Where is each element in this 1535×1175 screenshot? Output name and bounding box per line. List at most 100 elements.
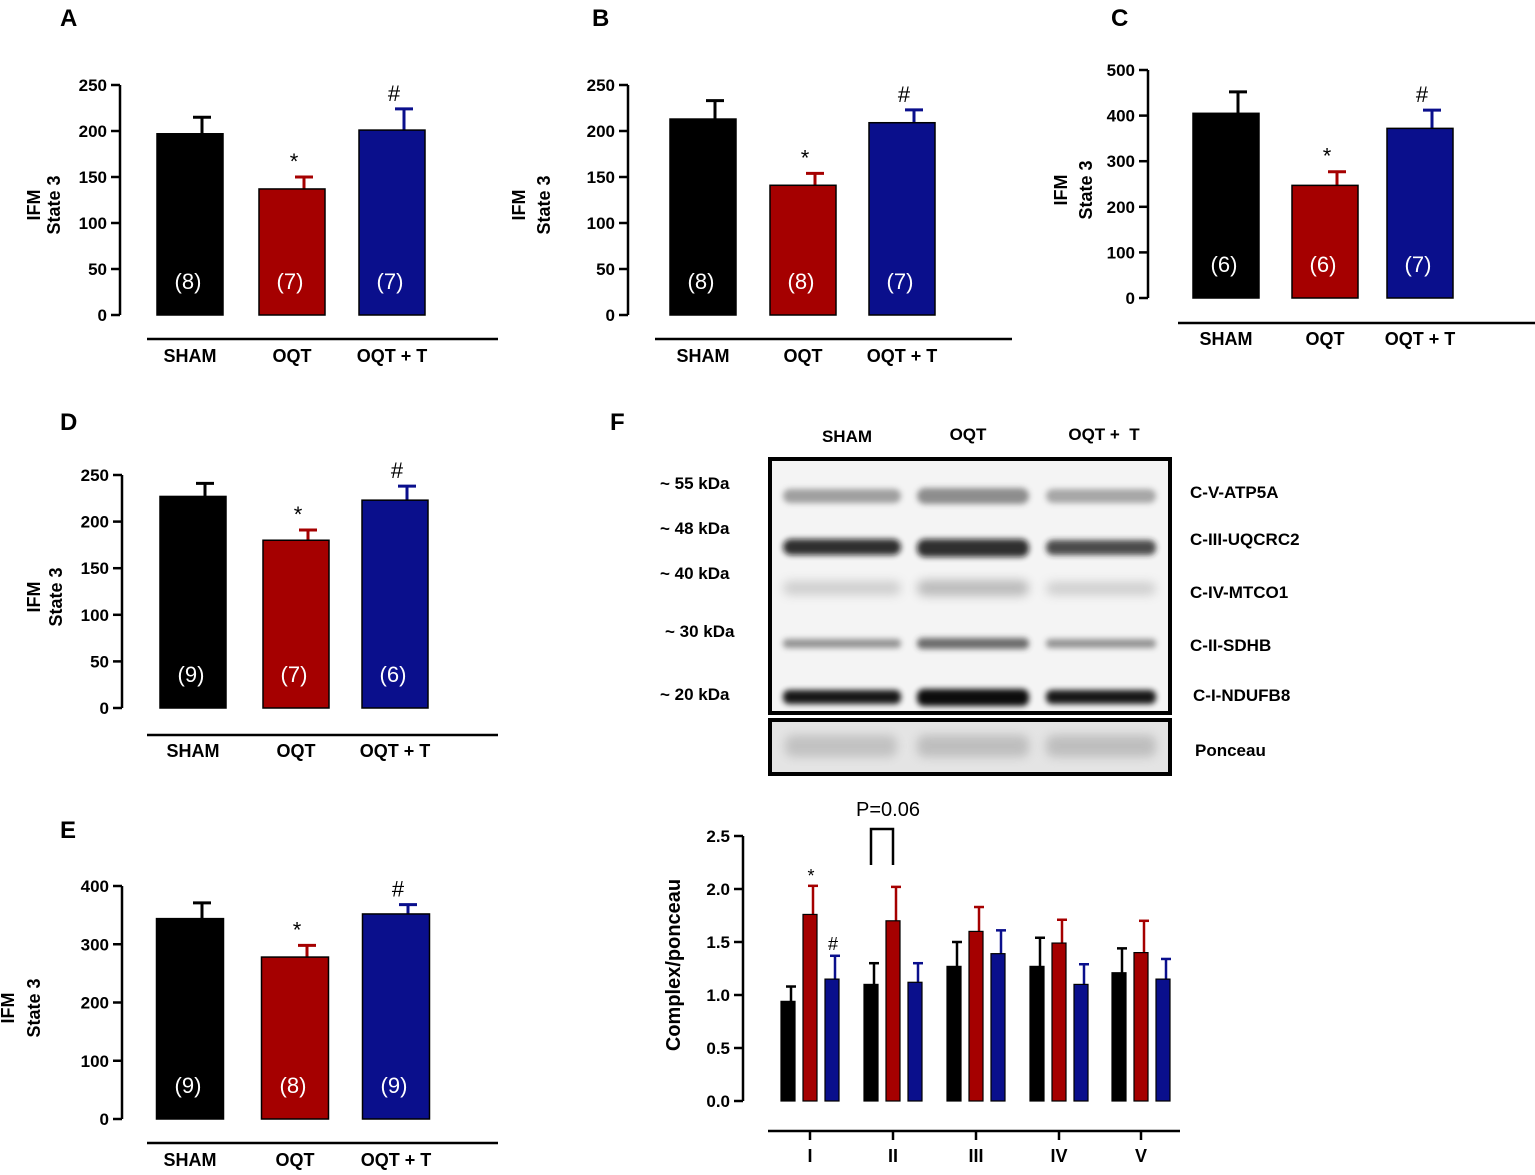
- panel-c-chart: 0 100 200 300 400 500 IFM State 3 (6) SHAM (6) * OQT…: [1051, 61, 1535, 349]
- bar: [155, 917, 225, 1120]
- y-tick-label: 250: [79, 76, 107, 95]
- category-label: IV: [1050, 1146, 1067, 1166]
- bar-n-label: (8): [688, 269, 715, 294]
- category-label: OQT: [277, 741, 316, 761]
- category-label: OQT + T: [361, 1150, 432, 1170]
- bar: [258, 188, 326, 316]
- y-tick-label: 50: [88, 260, 107, 279]
- bar: [156, 133, 224, 316]
- blot-band: [1046, 582, 1156, 595]
- bar: [159, 495, 227, 709]
- y-tick-label: 50: [90, 652, 109, 671]
- y-tick-label: 0: [1126, 289, 1135, 308]
- blot-band: [917, 539, 1029, 557]
- y-tick-label: 200: [79, 122, 107, 141]
- y-tick-label: 150: [79, 168, 107, 187]
- y-axis-label: IFM: [24, 582, 44, 613]
- y-axis-label: Complex/ponceau: [663, 879, 685, 1051]
- ponceau-label: Ponceau: [1195, 741, 1266, 760]
- bar: [358, 129, 426, 316]
- y-tick-label: 200: [81, 513, 109, 532]
- y-axis-label: IFM: [0, 993, 18, 1024]
- bar: [802, 913, 818, 1102]
- panel-a-chart: 0 50 100 150 200 250 IFM State 3 (8) SHAM (7) * OQT (…: [24, 76, 498, 366]
- y-tick-label: 0: [100, 1110, 109, 1129]
- y-tick-label: 0: [100, 699, 109, 718]
- y-tick-label: 0.5: [706, 1039, 730, 1058]
- marker-label: ~ 55 kDa: [660, 474, 730, 493]
- blot-band: [917, 689, 1029, 706]
- bar: [1111, 972, 1127, 1102]
- significance-marker: #: [898, 82, 911, 107]
- panel-b-chart: 0 50 100 150 200 250 IFM State 3 (8) SHAM (8) * OQT (…: [509, 76, 1012, 366]
- y-tick-label: 0: [98, 306, 107, 325]
- bar: [990, 953, 1006, 1102]
- category-label: OQT + T: [357, 346, 428, 366]
- y-tick-label: 400: [81, 877, 109, 896]
- ponceau-band: [785, 735, 897, 757]
- band-label: C-IV-MTCO1: [1190, 583, 1288, 602]
- y-tick-label: 300: [1107, 152, 1135, 171]
- y-tick-label: 150: [81, 559, 109, 578]
- category-label: OQT: [784, 346, 823, 366]
- y-tick-label: 100: [1107, 243, 1135, 262]
- bar: [1386, 127, 1454, 299]
- bar: [946, 965, 962, 1102]
- blot-band: [1046, 690, 1156, 704]
- bar: [824, 978, 840, 1102]
- panel-letter-f: F: [610, 409, 625, 436]
- bar-n-label: (6): [1310, 252, 1337, 277]
- category-label: II: [888, 1146, 898, 1166]
- blot-band: [917, 580, 1029, 596]
- bar: [885, 920, 901, 1102]
- category-label: SHAM: [677, 346, 730, 366]
- blot-band: [917, 488, 1029, 504]
- bar: [669, 118, 737, 316]
- category-label: OQT + T: [1385, 329, 1456, 349]
- blot-band: [1046, 489, 1156, 503]
- significance-marker: #: [392, 877, 405, 902]
- y-tick-label: 100: [81, 1052, 109, 1071]
- significance-marker: *: [1323, 144, 1332, 169]
- bar-n-label: (7): [281, 662, 308, 687]
- bar-n-label: (7): [887, 269, 914, 294]
- blot-band: [783, 539, 901, 555]
- blot-band: [917, 638, 1029, 649]
- bar: [1291, 184, 1359, 299]
- bar: [907, 981, 923, 1102]
- blot-column-label: OQT: [950, 425, 987, 444]
- bar: [1073, 983, 1089, 1102]
- bar-n-label: (8): [280, 1073, 307, 1098]
- category-label: SHAM: [164, 1150, 217, 1170]
- blot-column-label: OQT + T: [1068, 425, 1140, 444]
- band-label: C-II-SDHB: [1190, 636, 1271, 655]
- category-label: OQT: [273, 346, 312, 366]
- y-tick-label: 0.0: [706, 1092, 730, 1111]
- y-tick-label: 1.0: [706, 986, 730, 1005]
- significance-marker: #: [828, 934, 838, 954]
- panel-letter-b: B: [592, 5, 609, 32]
- y-tick-label: 400: [1107, 107, 1135, 126]
- y-tick-label: 250: [81, 466, 109, 485]
- band-label: C-V-ATP5A: [1190, 483, 1278, 502]
- significance-marker: *: [293, 917, 302, 942]
- bar: [1029, 965, 1045, 1102]
- y-axis-label: State 3: [46, 567, 66, 626]
- marker-label: ~ 30 kDa: [665, 622, 735, 641]
- y-tick-label: 50: [596, 260, 615, 279]
- bar-n-label: (8): [175, 269, 202, 294]
- y-axis-label: IFM: [24, 190, 44, 221]
- y-tick-label: 0: [606, 306, 615, 325]
- category-label: SHAM: [1200, 329, 1253, 349]
- category-label: OQT + T: [867, 346, 938, 366]
- significance-marker: *: [290, 149, 299, 174]
- marker-label: ~ 40 kDa: [660, 564, 730, 583]
- category-label: OQT + T: [360, 741, 431, 761]
- blot-band: [783, 690, 901, 704]
- bar: [968, 930, 984, 1102]
- bar: [262, 539, 330, 709]
- bar: [260, 956, 330, 1120]
- ponceau-band: [1046, 735, 1156, 757]
